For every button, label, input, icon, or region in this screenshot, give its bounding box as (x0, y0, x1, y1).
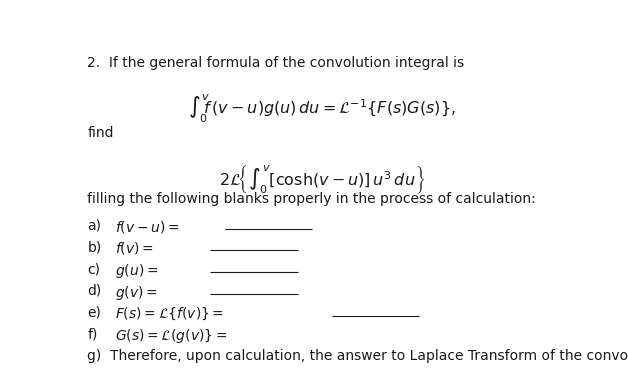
Text: $\int_0^{v} \!\! f\,(v-u)g(u)\,du = \mathcal{L}^{-1}\{F(s)G(s)\},$: $\int_0^{v} \!\! f\,(v-u)g(u)\,du = \mat… (188, 93, 456, 125)
Text: a): a) (87, 219, 101, 233)
Text: $g(v) =$: $g(v) =$ (115, 284, 158, 302)
Text: d): d) (87, 284, 102, 298)
Text: $f(v) =$: $f(v) =$ (115, 240, 154, 256)
Text: $F(s) = \mathcal{L}\{f(v)\} =$: $F(s) = \mathcal{L}\{f(v)\} =$ (115, 306, 224, 322)
Text: $G(s) = \mathcal{L}(g(v)\} =$: $G(s) = \mathcal{L}(g(v)\} =$ (115, 327, 227, 345)
Text: find: find (87, 126, 114, 140)
Text: c): c) (87, 262, 100, 276)
Text: e): e) (87, 306, 101, 320)
Text: filling the following blanks properly in the process of calculation:: filling the following blanks properly in… (87, 192, 536, 206)
Text: g)  Therefore, upon calculation, the answer to Laplace Transform of the convolut: g) Therefore, upon calculation, the answ… (87, 349, 628, 363)
Text: $2\mathcal{L}\!\left\{\int_0^{v} [\cosh(v-u)]\,u^3\,du\right\}$: $2\mathcal{L}\!\left\{\int_0^{v} [\cosh(… (219, 163, 425, 196)
Text: $f(v-u) =$: $f(v-u) =$ (115, 219, 180, 235)
Text: f): f) (87, 327, 97, 341)
Text: $g(u) =$: $g(u) =$ (115, 262, 158, 280)
Text: 2.  If the general formula of the convolution integral is: 2. If the general formula of the convolu… (87, 56, 464, 70)
Text: b): b) (87, 240, 102, 255)
